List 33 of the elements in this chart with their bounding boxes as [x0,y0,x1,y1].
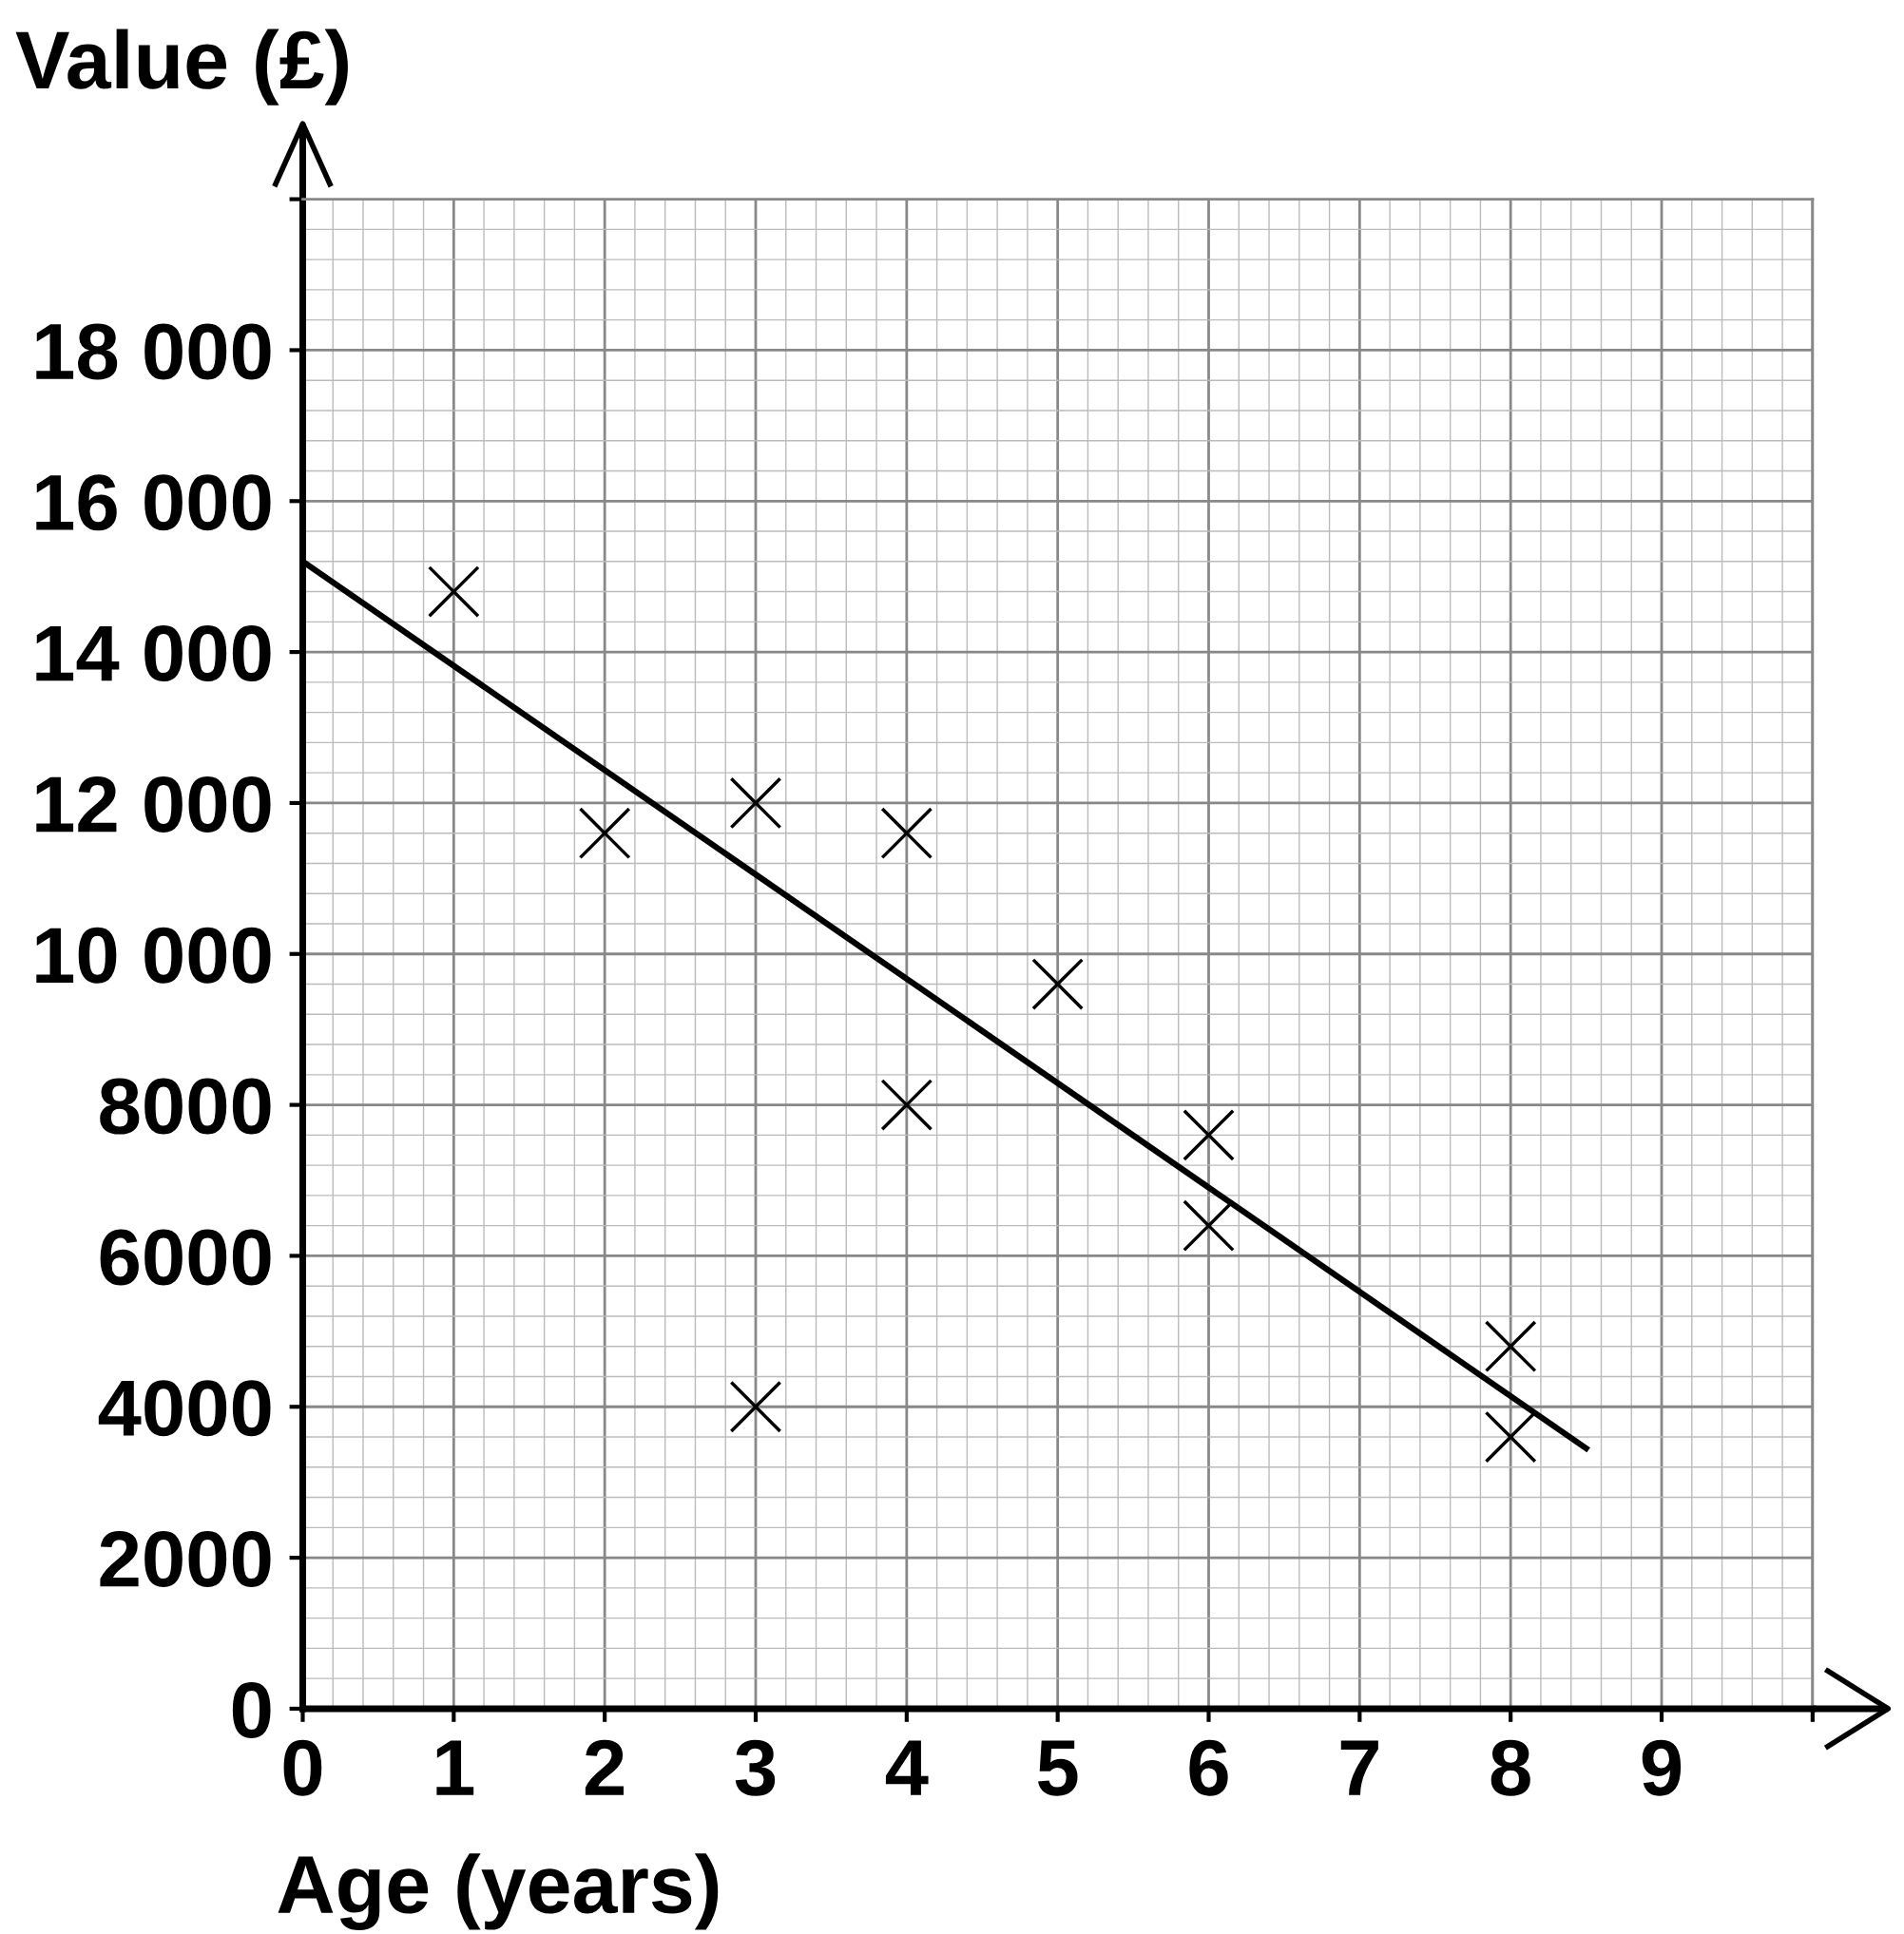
x-tick-label: 2 [585,1739,624,1795]
y-tick-label: 12 000 [36,776,271,833]
x-tick-label: 6 [1189,1739,1228,1796]
point [579,807,631,859]
point [1031,958,1084,1010]
x-tick-label: 3 [735,1739,776,1796]
x-tick-label: 1 [436,1740,474,1795]
y-tick-label: 6000 [100,1229,271,1286]
point [428,565,480,618]
x-tick-label: 4 [885,1740,929,1795]
point [730,777,781,829]
point [880,1079,933,1131]
point [1183,1199,1235,1252]
y-tick-label: 2000 [100,1531,271,1588]
point [1183,1109,1235,1161]
x-tick-label: 5 [1038,1740,1078,1796]
y-tick-label: 10 000 [36,927,271,984]
y-tick-label: 4000 [98,1380,271,1437]
x-axis-title: Age (years) [278,1853,719,1930]
y-tick-label: 16 000 [36,474,271,531]
x-tick-label: 8 [1491,1739,1530,1796]
point [730,1381,781,1433]
point [1485,1320,1537,1372]
x-tick-label: 7 [1340,1740,1378,1795]
point [880,807,933,859]
y-tick-label: 8000 [100,1078,271,1135]
y-axis-title: Value (£) [15,29,348,105]
y-tick-label: 14 000 [36,625,271,682]
x-tick-label: 0 [283,1739,322,1796]
y-tick-label: 18 000 [36,323,271,380]
x-tick-label: 9 [1642,1739,1682,1796]
point [1485,1411,1537,1463]
y-tick-label: 0 [232,1681,271,1738]
